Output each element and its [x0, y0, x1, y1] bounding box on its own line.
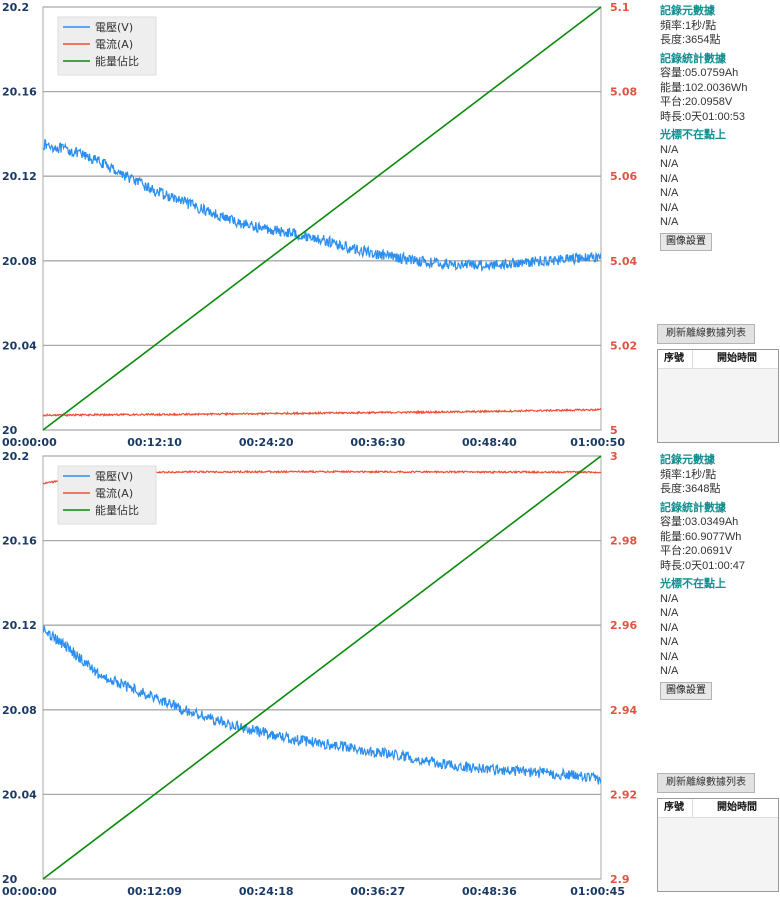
cursor-value: N/A — [660, 216, 679, 228]
cursor-header: 光標不在點上 — [660, 129, 726, 141]
x-tick-label: 00:48:36 — [462, 885, 517, 898]
column-index[interactable]: 序號 — [658, 799, 693, 817]
duration-value: 時長:0天01:00:47 — [660, 559, 745, 572]
metadata-header: 記錄元數據 — [660, 5, 715, 17]
x-tick-label: 00:12:09 — [127, 885, 182, 898]
left-tick-label: 20.04 — [2, 788, 37, 801]
offline-data-list[interactable]: 序號 開始時間 — [657, 798, 779, 892]
left-tick-label: 20 — [2, 873, 18, 886]
right-tick-label: 2.98 — [610, 535, 637, 548]
right-tick-label: 5.08 — [610, 86, 637, 99]
left-tick-label: 20.12 — [2, 619, 37, 632]
cursor-value: N/A — [660, 187, 679, 199]
cursor-value: N/A — [660, 158, 679, 170]
legend-label: 能量佔比 — [95, 54, 139, 68]
x-tick-label: 00:12:10 — [127, 436, 182, 449]
left-tick-label: 20.08 — [2, 255, 37, 268]
x-tick-label: 00:00:00 — [2, 436, 57, 449]
list-header: 序號 開始時間 — [658, 350, 778, 369]
chart-bottom: 20 2.9 20.04 2.92 20.08 2.94 20.12 2.96 20.16 2.9… — [2, 450, 637, 898]
cursor-value: N/A — [660, 636, 679, 648]
right-tick-label: 5.02 — [610, 339, 637, 352]
column-start-time[interactable]: 開始時間 — [717, 353, 757, 364]
x-tick-label: 00:36:27 — [350, 885, 405, 898]
frequency-value: 頻率:1秒/點 — [660, 19, 717, 32]
energy-value: 能量:102.0036Wh — [660, 81, 748, 94]
cursor-value: N/A — [660, 650, 679, 663]
left-tick-label: 20.08 — [2, 704, 37, 717]
metadata-header: 記錄元數據 — [660, 454, 715, 466]
right-tick-label: 2.96 — [610, 619, 637, 632]
left-tick-label: 20.2 — [2, 1, 29, 14]
column-index[interactable]: 序號 — [658, 350, 693, 368]
x-tick-label: 00:48:40 — [462, 436, 517, 449]
left-tick-label: 20.16 — [2, 535, 37, 548]
right-tick-label: 2.9 — [610, 873, 630, 886]
frequency-value: 頻率:1秒/點 — [660, 468, 717, 481]
voltage-line — [43, 625, 601, 785]
image-settings-button[interactable]: 圖像設置 — [660, 232, 712, 251]
length-value: 長度:3648點 — [660, 483, 721, 495]
cursor-value: N/A — [660, 172, 679, 185]
current-line — [43, 407, 601, 418]
legend-label: 電流(A) — [95, 37, 133, 51]
cursor-value: N/A — [660, 665, 679, 677]
stats-header: 記錄統計數據 — [660, 52, 726, 65]
legend-label: 電壓(V) — [95, 470, 133, 483]
info-panel-top: 記錄元數據 頻率:1秒/點 長度:3654點 記錄統計數據 容量:05.0759… — [660, 4, 778, 251]
legend: 電壓(V) 電流(A) 能量佔比 — [57, 16, 157, 76]
platform-value: 平台:20.0691V — [660, 545, 733, 557]
x-tick-label: 01:00:45 — [570, 885, 625, 898]
offline-data-list[interactable]: 序號 開始時間 — [657, 349, 779, 443]
stats-header: 記錄統計數據 — [660, 501, 726, 514]
cursor-value: N/A — [660, 201, 679, 214]
left-tick-label: 20 — [2, 424, 18, 437]
capacity-value: 容量:03.0349Ah — [660, 516, 739, 528]
right-tick-label: 2.92 — [610, 788, 637, 801]
cursor-value: N/A — [660, 607, 679, 619]
refresh-offline-list-button[interactable]: 刷新離線數據列表 — [657, 324, 755, 344]
left-tick-label: 20.16 — [2, 86, 37, 99]
energy-ratio-line — [43, 6, 601, 431]
left-tick-label: 20.04 — [2, 339, 37, 352]
x-tick-label: 00:24:20 — [239, 436, 294, 449]
x-tick-label: 00:00:00 — [2, 885, 57, 898]
legend-label: 電流(A) — [95, 486, 133, 500]
voltage-line — [43, 138, 601, 272]
platform-value: 平台:20.0958V — [660, 96, 733, 108]
length-value: 長度:3654點 — [660, 34, 721, 46]
x-tick-label: 00:24:18 — [239, 885, 294, 898]
chart-top: 20 5 20.04 5.02 20.08 5.04 20.12 5.06 20.16 5.08 2… — [2, 1, 637, 449]
refresh-offline-list-button[interactable]: 刷新離線數據列表 — [657, 773, 755, 793]
duration-value: 時長:0天01:00:53 — [660, 110, 745, 123]
info-panel-bottom: 記錄元數據 頻率:1秒/點 長度:3648點 記錄統計數據 容量:03.0349… — [660, 453, 778, 700]
cursor-value: N/A — [660, 143, 679, 156]
left-tick-label: 20.12 — [2, 170, 37, 183]
right-tick-label: 5 — [610, 424, 618, 437]
cursor-header: 光標不在點上 — [660, 578, 726, 590]
energy-value: 能量:60.9077Wh — [660, 530, 742, 543]
energy-ratio-line — [43, 455, 601, 880]
legend: 電壓(V) 電流(A) 能量佔比 — [57, 465, 157, 525]
right-tick-label: 5.1 — [610, 1, 630, 14]
x-tick-label: 01:00:50 — [570, 436, 625, 449]
left-tick-label: 20.2 — [2, 450, 29, 463]
right-tick-label: 2.94 — [610, 704, 637, 717]
x-tick-label: 00:36:30 — [350, 436, 405, 449]
right-tick-label: 5.04 — [610, 255, 637, 268]
column-start-time[interactable]: 開始時間 — [717, 802, 757, 813]
legend-label: 電壓(V) — [95, 21, 133, 34]
legend-label: 能量佔比 — [95, 503, 139, 517]
list-header: 序號 開始時間 — [658, 799, 778, 818]
right-tick-label: 5.06 — [610, 170, 637, 183]
cursor-value: N/A — [660, 621, 679, 634]
right-tick-label: 3 — [610, 450, 618, 463]
capacity-value: 容量:05.0759Ah — [660, 67, 739, 79]
cursor-value: N/A — [660, 592, 679, 605]
image-settings-button[interactable]: 圖像設置 — [660, 681, 712, 700]
